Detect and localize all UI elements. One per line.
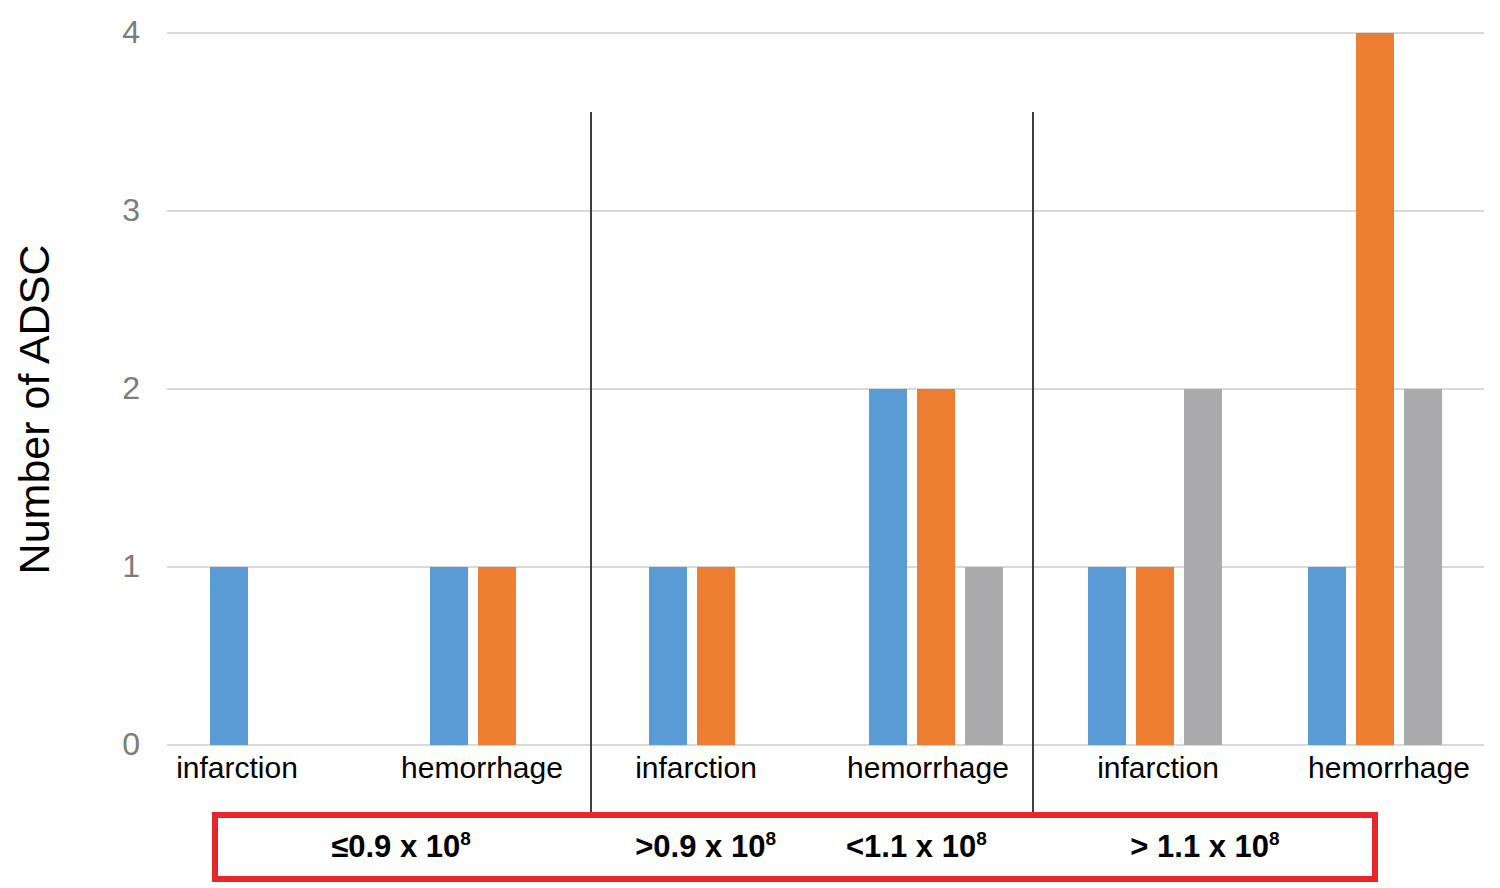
dose-exponent: 8: [1269, 828, 1280, 849]
bar-blue-cat3: [649, 567, 687, 745]
x-category-label-1: infarction: [117, 750, 357, 786]
x-category-label-3: infarction: [576, 750, 816, 786]
bar-orange-cat4: [917, 389, 955, 745]
gridline-y4: [167, 32, 1484, 34]
y-axis-title: Number of ADSC: [10, 210, 59, 610]
bar-orange-cat3: [697, 567, 735, 745]
bar-blue-cat1: [210, 567, 248, 745]
x-category-label-2: hemorrhage: [362, 750, 602, 786]
dose-label: >0.9 x 108: [635, 829, 776, 865]
y-tick-label-4: 4: [75, 12, 140, 52]
y-tick-label-3: 3: [75, 190, 140, 230]
x-category-label-4: hemorrhage: [808, 750, 1048, 786]
dose-group-high-dose: > 1.1 x 108: [1032, 812, 1378, 882]
group-divider-2: [1032, 112, 1034, 812]
bar-blue-cat2: [430, 567, 468, 745]
bar-orange-cat5: [1136, 567, 1174, 745]
bar-orange-cat6: [1356, 33, 1394, 745]
bar-blue-cat4: [869, 389, 907, 745]
gridline-y3: [167, 210, 1484, 212]
dose-label: ≤0.9 x 108: [331, 829, 471, 865]
dose-label: <1.1 x 108: [846, 829, 987, 865]
dose-exponent: 8: [460, 828, 471, 849]
bar-gray-cat4: [965, 567, 1003, 745]
group-divider-1: [590, 112, 592, 812]
bar-blue-cat6: [1308, 567, 1346, 745]
x-category-label-6: hemorrhage: [1269, 750, 1500, 786]
dose-group-mid-dose: >0.9 x 108 <1.1 x 108: [590, 812, 1032, 882]
dose-exponent: 8: [976, 828, 987, 849]
bar-gray-cat5: [1184, 389, 1222, 745]
y-tick-label-1: 1: [75, 546, 140, 586]
bar-orange-cat2: [478, 567, 516, 745]
gridline-y1: [167, 566, 1484, 568]
bar-blue-cat5: [1088, 567, 1126, 745]
x-category-label-5: infarction: [1038, 750, 1278, 786]
gridline-y0: [167, 744, 1484, 746]
gridline-y2: [167, 388, 1484, 390]
dose-group-low-dose: ≤0.9 x 108: [212, 812, 590, 882]
dose-label: > 1.1 x 108: [1130, 829, 1279, 865]
bar-gray-cat6: [1404, 389, 1442, 745]
y-tick-label-2: 2: [75, 368, 140, 408]
dose-exponent: 8: [765, 828, 776, 849]
adsc-bar-chart: Number of ADSC 01234infarctionhemorrhage…: [0, 0, 1500, 888]
